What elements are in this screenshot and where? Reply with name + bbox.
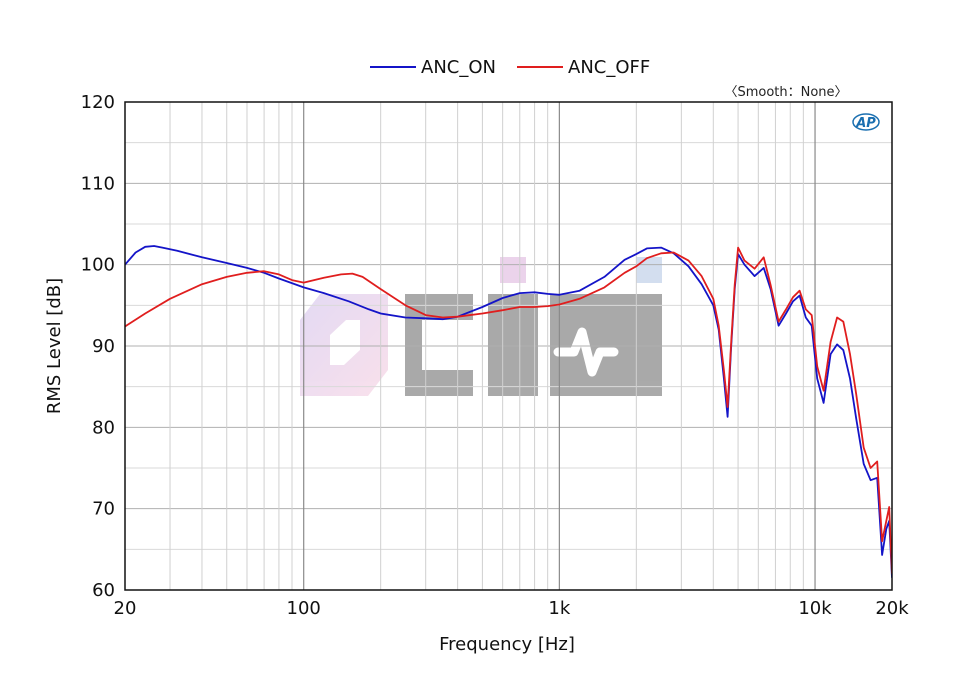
x-tick-label: 20: [114, 598, 137, 619]
y-tick-label: 120: [81, 92, 115, 113]
legend: ANC_ON ANC_OFF: [370, 57, 650, 78]
x-axis-ticks: 20 100 1k 10k 20k: [114, 598, 910, 619]
legend-label: ANC_ON: [421, 57, 496, 78]
y-tick-label: 110: [81, 173, 115, 194]
y-tick-label: 100: [81, 255, 115, 276]
x-tick-label: 10k: [798, 598, 832, 619]
grid-lines: [125, 101, 892, 591]
series-line-anc-on: [125, 245, 892, 578]
y-tick-label: 70: [92, 499, 115, 520]
x-tick-label: 1k: [548, 598, 570, 619]
x-tick-label: 100: [287, 598, 321, 619]
series-line-anc-off: [125, 246, 892, 574]
watermark-logo: [300, 257, 662, 396]
x-tick-label: 20k: [875, 598, 909, 619]
series-layer: [125, 245, 892, 578]
y-tick-label: 90: [92, 336, 115, 357]
svg-text:AP: AP: [855, 116, 876, 131]
legend-label: ANC_OFF: [568, 57, 650, 78]
plot-frame: [124, 101, 893, 591]
x-axis-label: Frequency [Hz]: [439, 634, 575, 655]
smoothing-annotation: 〈Smooth：None〉: [724, 85, 847, 100]
ap-logo-icon: AP: [852, 113, 880, 131]
y-axis-label: RMS Level [dB]: [44, 278, 65, 414]
y-tick-label: 60: [92, 580, 115, 601]
y-axis-ticks: 60 70 80 90 100 110 120: [81, 92, 115, 601]
y-tick-label: 80: [92, 417, 115, 438]
